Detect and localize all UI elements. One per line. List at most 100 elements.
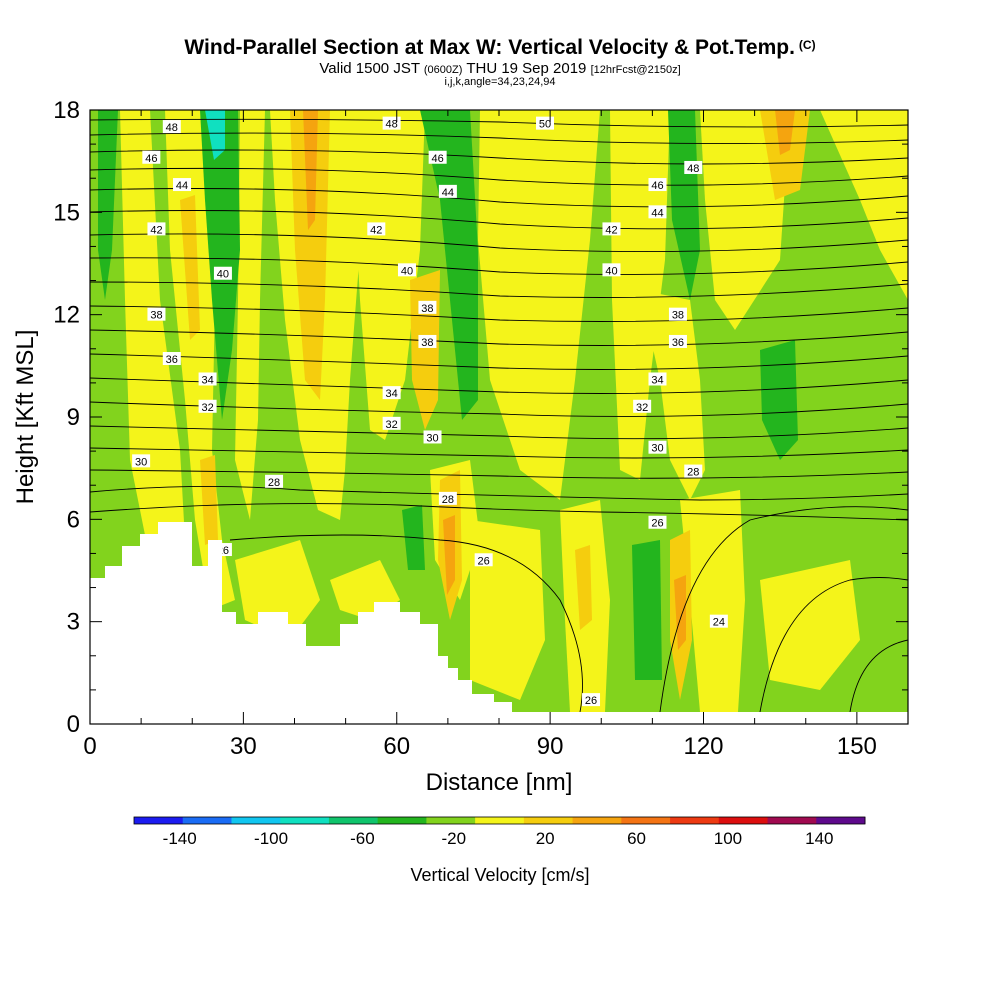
colorbar-swatch: [280, 817, 330, 824]
y-tick-label: 9: [67, 404, 80, 431]
x-tick-label: 90: [537, 733, 564, 760]
contour-label-box: [438, 491, 457, 505]
colorbar-swatch: [670, 817, 720, 824]
x-axis-title: Distance [nm]: [426, 769, 573, 796]
contour-label: 38: [421, 337, 433, 349]
contour-label-box: [648, 372, 667, 386]
contour-label: 38: [672, 310, 684, 322]
contour-label: 46: [145, 153, 157, 165]
contour-label: 46: [651, 180, 663, 192]
valid-prefix: Valid 1500 JST: [319, 60, 420, 77]
y-axis-title: Height [Kft MSL]: [12, 330, 39, 505]
contour-label: 38: [421, 303, 433, 315]
contour-label: 48: [687, 163, 699, 175]
contour-label: 42: [370, 224, 382, 236]
colorbar-swatch: [816, 817, 866, 824]
valid-date: THU 19 Sep 2019: [466, 60, 587, 77]
updraft-band: [700, 110, 790, 330]
contour-label: 44: [442, 187, 454, 199]
updraft-core: [443, 515, 455, 595]
contour-label: 28: [268, 477, 280, 489]
x-tick-label: 120: [683, 733, 723, 760]
potential-temperature-contours: [90, 118, 908, 713]
downdraft-band: [760, 340, 798, 460]
contour-label-box: [213, 266, 232, 280]
colorbar-swatch: [231, 817, 281, 824]
contour-label: 24: [713, 617, 725, 629]
contour-label: 30: [426, 432, 438, 444]
contour-label: 32: [201, 402, 213, 414]
valid-utc: (0600Z): [423, 64, 463, 76]
forecast-info: [12hrFcst@2150z]: [590, 64, 681, 76]
copyright-mark: (C): [798, 38, 816, 52]
valid-time-subtitle: Valid 1500 JST (0600Z) THU 19 Sep 2019 […: [0, 60, 1000, 77]
terrain-mask: [90, 522, 908, 724]
contour-label-box: [162, 352, 181, 366]
contour-label-box: [668, 307, 687, 321]
x-tick-label: 30: [230, 733, 257, 760]
contour-label: 40: [217, 269, 229, 281]
contour-label-box: [265, 474, 284, 488]
contour-label-box: [147, 222, 166, 236]
colorbar-swatch: [377, 817, 427, 824]
colorbar-tick-label: -100: [254, 829, 288, 848]
contour-label: 26: [651, 518, 663, 530]
contour-label-box: [536, 116, 555, 130]
colorbar-swatch: [426, 817, 476, 824]
contour-label-box: [684, 160, 703, 174]
contour-label-box: [648, 440, 667, 454]
updraft-core: [575, 545, 592, 630]
colorbar-swatch: [475, 817, 525, 824]
contour-label: 42: [605, 224, 617, 236]
contour-label-layer: 48 46 44 42 40 38 36 34 32 30 28 26 48 46 44 42 40 38 38 34…: [132, 116, 728, 707]
updraft-core: [775, 110, 795, 155]
contour-label: 46: [432, 153, 444, 165]
contour-label-box: [582, 693, 601, 707]
updraft-band: [760, 560, 860, 690]
contour-label: 48: [386, 119, 398, 131]
updraft-band: [640, 290, 705, 500]
colorbar-tick-label: 60: [627, 829, 646, 848]
contour-label-box: [709, 614, 728, 628]
colorbar-tick-label: 140: [805, 829, 833, 848]
contour-label-box: [382, 116, 401, 130]
contour-label: 38: [150, 310, 162, 322]
updraft-core: [200, 455, 218, 545]
colorbar-swatch: [621, 817, 671, 824]
contour-label-box: [418, 334, 437, 348]
contour-label-box: [648, 178, 667, 192]
downdraft-band: [200, 110, 240, 420]
downdraft-band: [205, 110, 225, 160]
colorbar-tick-label: -60: [350, 829, 375, 848]
updraft-core: [180, 195, 200, 340]
colorbar-tick-label: 20: [536, 829, 555, 848]
updraft-band: [820, 110, 908, 300]
contour-label: 48: [166, 122, 178, 134]
colorbar-swatch: [134, 817, 184, 824]
contour-label: 34: [386, 388, 398, 400]
contour-label: 50: [539, 119, 551, 131]
contour-label: 36: [166, 354, 178, 366]
y-tick-label: 3: [67, 609, 80, 636]
colorbar-swatch: [572, 817, 622, 824]
contour-label: 32: [636, 402, 648, 414]
y-tick-label: 0: [67, 711, 80, 738]
colorbar-tick-label: -20: [442, 829, 467, 848]
chart-title: Wind-Parallel Section at Max W: Vertical…: [0, 36, 1000, 60]
colorbar-frame: [133, 816, 866, 825]
contour-label-box: [648, 515, 667, 529]
colorbar-swatch: [767, 817, 817, 824]
colorbar-swatch: [182, 817, 232, 824]
colorbar-swatch: [328, 817, 379, 824]
updraft-core: [290, 110, 330, 400]
contour-label: 26: [585, 695, 597, 707]
colorbar-swatch: [523, 817, 574, 824]
contour-label: 28: [442, 494, 454, 506]
grid-indices: i,j,k,angle=34,23,24,94: [444, 76, 556, 88]
contour-label-box: [633, 399, 652, 413]
y-tick-label: 18: [53, 97, 80, 124]
chart-title-text: Wind-Parallel Section at Max W: Vertical…: [184, 36, 795, 59]
contour-label-box: [397, 263, 416, 277]
y-tick-label: 6: [67, 506, 80, 533]
